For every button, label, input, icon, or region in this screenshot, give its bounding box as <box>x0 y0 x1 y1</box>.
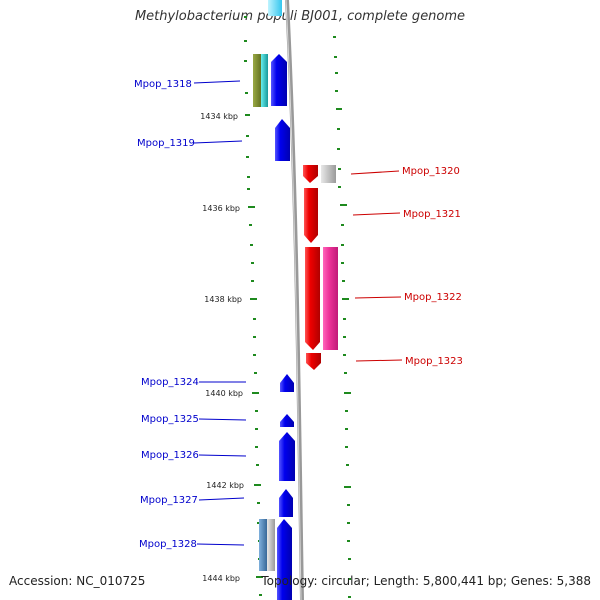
gene-mpop-1323[interactable] <box>306 353 321 370</box>
gene-label[interactable]: Mpop_1324 <box>141 377 199 388</box>
scale-label: 1436 kbp <box>202 204 240 213</box>
gene-label[interactable]: Mpop_1321 <box>403 209 461 220</box>
gene-feature-olive[interactable] <box>253 54 262 107</box>
scale-label: 1438 kbp <box>204 295 242 304</box>
scale-label: 1434 kbp <box>200 112 238 121</box>
gene-label[interactable]: Mpop_1328 <box>139 539 197 550</box>
label-connectors-reverse <box>350 170 403 362</box>
gene-mpop-1320[interactable] <box>303 165 318 183</box>
gene-label[interactable]: Mpop_1326 <box>141 450 199 461</box>
accession-text: Accession: NC_010725 <box>9 574 146 588</box>
gene-label[interactable]: Mpop_1323 <box>405 356 463 367</box>
genome-backbone <box>285 0 304 600</box>
tick-column-right <box>333 36 351 598</box>
gene-partial-top <box>268 0 282 16</box>
gene-label[interactable]: Mpop_1322 <box>404 292 462 303</box>
gene-mpop-1328[interactable] <box>277 519 292 600</box>
gene-label[interactable]: Mpop_1325 <box>141 414 199 425</box>
scale-label: 1440 kbp <box>205 389 243 398</box>
gene-mpop-1322[interactable] <box>305 247 320 350</box>
gene-mpop-1327[interactable] <box>279 489 293 517</box>
gene-feature-grey[interactable] <box>321 165 336 183</box>
label-connectors-forward <box>193 80 247 546</box>
gene-feature-teal[interactable] <box>261 54 268 107</box>
gene-label[interactable]: Mpop_1318 <box>134 79 192 90</box>
map-title: Methylobacterium populi BJ001, complete … <box>134 9 466 24</box>
gene-feature-pink[interactable] <box>323 247 338 350</box>
gene-label[interactable]: Mpop_1320 <box>402 166 460 177</box>
gene-mpop-1319[interactable] <box>275 119 290 161</box>
gene-mpop-1326[interactable] <box>279 432 295 481</box>
gene-mpop-1324[interactable] <box>280 374 294 392</box>
gene-feature-steel[interactable] <box>259 519 268 571</box>
scale-label: 1442 kbp <box>206 481 244 490</box>
genome-backbone-highlight <box>285 0 302 600</box>
gene-label[interactable]: Mpop_1327 <box>140 495 198 506</box>
gene-mpop-1325[interactable] <box>280 414 294 427</box>
gene-label[interactable]: Mpop_1319 <box>137 138 195 149</box>
gene-mpop-1318[interactable] <box>271 54 287 106</box>
gene-mpop-1321[interactable] <box>304 188 318 243</box>
scale-label: 1444 kbp <box>202 574 240 583</box>
gene-feature-grey[interactable] <box>267 519 275 571</box>
genome-summary-text: Topology: circular; Length: 5,800,441 bp… <box>261 574 591 588</box>
